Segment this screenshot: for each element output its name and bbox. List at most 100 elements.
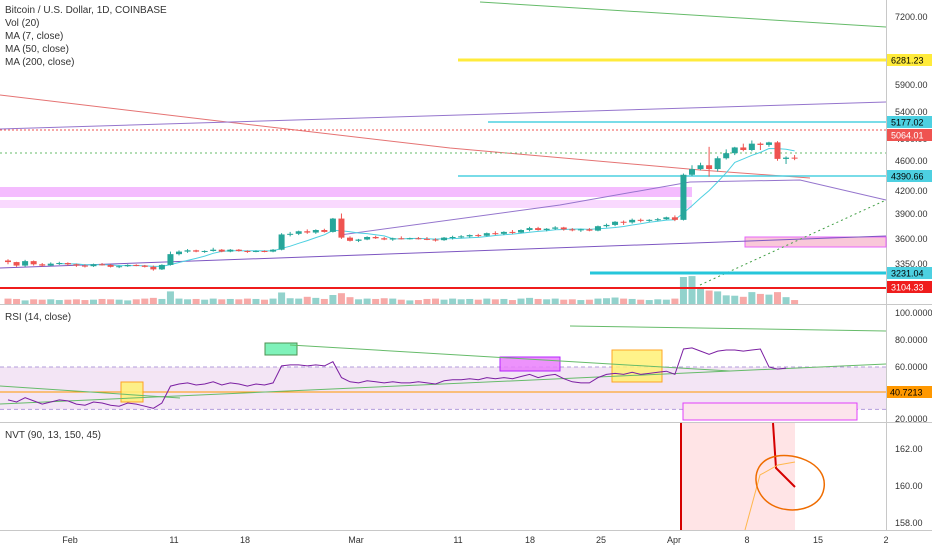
- candle: [646, 219, 653, 222]
- volume-bar: [21, 300, 29, 304]
- volume-bar: [312, 297, 320, 304]
- candle: [30, 260, 37, 266]
- candle-body: [176, 251, 182, 255]
- candle: [321, 228, 328, 233]
- rsi-highlight-box: [682, 402, 858, 421]
- volume-bar: [132, 299, 140, 304]
- candle: [509, 230, 516, 234]
- candle-body: [740, 147, 747, 150]
- candle: [47, 262, 54, 267]
- volume-bar: [158, 298, 166, 304]
- volume-bar: [748, 292, 756, 304]
- candle-body: [56, 263, 63, 265]
- volume-bar: [731, 295, 739, 304]
- volume-bar: [637, 299, 645, 304]
- candle-body: [577, 229, 584, 231]
- candle-body: [757, 143, 764, 145]
- candle: [458, 235, 465, 239]
- volume-bar: [611, 297, 619, 304]
- candle-body: [731, 147, 738, 154]
- volume-bar: [47, 299, 55, 304]
- price-label-text: 5177.02: [891, 118, 924, 128]
- candle: [526, 226, 533, 232]
- volume-bar: [782, 297, 790, 304]
- candle-body: [107, 264, 114, 267]
- volume-bar: [654, 299, 662, 304]
- candle: [689, 165, 695, 177]
- candle-body: [783, 157, 790, 159]
- candle: [218, 249, 225, 253]
- volume-bar: [107, 299, 115, 304]
- price-axis-tick-label: 4600.00: [895, 156, 928, 166]
- candle-body: [629, 219, 636, 223]
- candle: [5, 259, 11, 265]
- volume-bar: [714, 291, 722, 304]
- time-axis-label: 15: [813, 535, 823, 545]
- volume-bar: [55, 300, 63, 304]
- candle-body: [663, 217, 670, 220]
- volume-bar: [414, 300, 422, 304]
- rsi-line: [7, 347, 787, 409]
- candle-body: [748, 143, 755, 150]
- channel-upper-line: [0, 101, 887, 130]
- candle-body: [235, 249, 242, 251]
- candle: [56, 261, 63, 265]
- candle: [783, 156, 790, 164]
- candle: [312, 229, 319, 234]
- candle: [577, 228, 584, 232]
- volume-bar: [620, 298, 628, 304]
- rsi-band: [0, 367, 886, 410]
- candle-body: [500, 231, 507, 234]
- price-label-bg: [887, 116, 932, 128]
- candle: [740, 143, 747, 152]
- nvt-axis-tick-label: 158.00: [895, 518, 923, 528]
- volume-bar: [474, 299, 482, 304]
- candle: [603, 223, 610, 228]
- candle-body: [415, 238, 422, 240]
- candle-body: [338, 218, 345, 238]
- volume-bar: [295, 298, 303, 304]
- price-label-text: 4390.66: [891, 172, 924, 182]
- nvt-pane: 162.00 160.00 158.00: [680, 422, 923, 531]
- volume-bar: [218, 299, 226, 304]
- indicator-ma-50: MA (50, close): [5, 44, 69, 55]
- candle: [586, 228, 593, 232]
- candle: [723, 149, 730, 160]
- volume-bar: [201, 299, 209, 304]
- price-label: 3231.04: [887, 267, 932, 279]
- time-axis-label: Apr: [667, 535, 681, 545]
- candle-body: [603, 224, 610, 227]
- rsi-value-label: 40.7213: [887, 386, 932, 398]
- rsi-trend-line: [0, 363, 887, 405]
- volume-bar: [389, 298, 397, 304]
- volume-bar: [329, 295, 337, 304]
- volume-bar: [64, 299, 72, 304]
- volume-bar: [688, 276, 696, 304]
- price-label: 6281.23: [887, 54, 932, 66]
- candle-body: [252, 250, 259, 252]
- volume-bar: [483, 298, 491, 304]
- volume-bar: [628, 298, 636, 304]
- volume-bar: [423, 298, 431, 304]
- nvt-pane-legend: NVT (90, 13, 150, 45): [5, 429, 101, 442]
- price-axis-tick-label: 4200.00: [895, 186, 928, 196]
- candle: [560, 226, 567, 231]
- price-label-text: 6281.23: [891, 56, 924, 66]
- candle: [423, 236, 430, 241]
- volume-bar: [192, 298, 200, 304]
- candle-body: [483, 233, 490, 236]
- candle: [99, 263, 106, 266]
- candle-body: [466, 235, 473, 237]
- nvt-axis-tick-label: 160.00: [895, 481, 923, 491]
- candle-body: [13, 262, 20, 266]
- rsi-pane-title: RSI (14, close): [5, 312, 72, 323]
- candle-body: [406, 238, 413, 240]
- rsi-value-bg: [887, 386, 932, 398]
- volume-bar: [252, 298, 260, 304]
- volume-bar: [466, 298, 474, 304]
- volume-bar: [278, 292, 286, 304]
- volume-bar: [543, 299, 551, 304]
- candle: [535, 226, 542, 231]
